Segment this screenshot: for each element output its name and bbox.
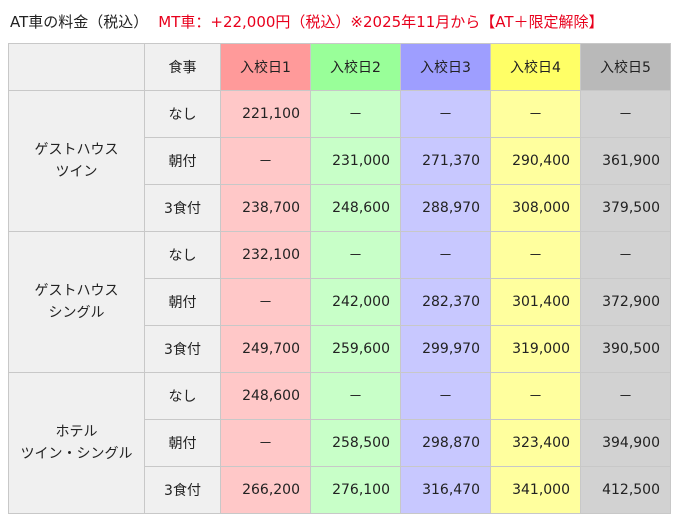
price-cell: － — [580, 90, 671, 138]
meal-column-header: 食事 — [144, 43, 221, 91]
room-type-label-line: ゲストハウス — [34, 283, 119, 299]
price-cell: 412,500 — [580, 466, 671, 514]
day-column-header-1: 入校日1 — [220, 43, 311, 91]
price-cell: 248,600 — [220, 372, 311, 420]
price-cell: 361,900 — [580, 137, 671, 185]
price-cell: － — [490, 372, 581, 420]
price-cell: － — [220, 137, 311, 185]
page-heading: AT車の料金（税込） MT車：+22,000円（税込）※2025年11月から【AT… — [10, 8, 604, 36]
price-cell: 316,470 — [400, 466, 491, 514]
meal-plan-cell: なし — [144, 90, 221, 138]
meal-plan-cell: 朝付 — [144, 137, 221, 185]
price-cell: － — [580, 231, 671, 279]
room-type-label: ゲストハウス ツイン — [8, 90, 145, 232]
price-cell: 266,200 — [220, 466, 311, 514]
room-type-label-line: ホテル — [55, 424, 98, 440]
room-type-label-line: ゲストハウス — [34, 142, 119, 158]
price-cell: 379,500 — [580, 184, 671, 232]
header-row: 食事 入校日1 入校日2 入校日3 入校日4 入校日5 — [8, 43, 671, 91]
price-cell: － — [220, 278, 311, 326]
meal-plan-cell: なし — [144, 231, 221, 279]
price-cell: 323,400 — [490, 419, 581, 467]
price-cell: － — [310, 90, 401, 138]
price-cell: 390,500 — [580, 325, 671, 373]
price-cell: － — [220, 419, 311, 467]
price-cell: － — [490, 231, 581, 279]
price-cell: 282,370 — [400, 278, 491, 326]
price-cell: － — [400, 231, 491, 279]
meal-plan-cell: 朝付 — [144, 419, 221, 467]
meal-plan-cell: 3食付 — [144, 184, 221, 232]
price-cell: 299,970 — [400, 325, 491, 373]
room-type-label-line: ツイン — [55, 164, 98, 180]
price-cell: 290,400 — [490, 137, 581, 185]
price-cell: 298,870 — [400, 419, 491, 467]
day-column-header-2: 入校日2 — [310, 43, 401, 91]
day-column-header-4: 入校日4 — [490, 43, 581, 91]
price-cell: 249,700 — [220, 325, 311, 373]
day-column-header-5: 入校日5 — [580, 43, 671, 91]
price-cell: 276,100 — [310, 466, 401, 514]
table-row: 3食付 249,700 259,600 299,970 319,000 390,500 — [9, 325, 671, 373]
table-row: 朝付－ 231,000 271,370 290,400 361,900 — [9, 137, 671, 185]
price-cell: － — [580, 372, 671, 420]
meal-plan-cell: 3食付 — [144, 466, 221, 514]
price-cell: － — [400, 90, 491, 138]
page-title: AT車の料金（税込） — [10, 13, 149, 31]
table-row: 3食付 238,700 248,600 288,970 308,000 379,500 — [9, 184, 671, 232]
price-cell: 341,000 — [490, 466, 581, 514]
price-cell: 288,970 — [400, 184, 491, 232]
price-cell: 242,000 — [310, 278, 401, 326]
room-type-label: ホテルツイン・シングル — [8, 372, 145, 514]
room-type-label-line: シングル — [48, 305, 105, 321]
room-type-label: ゲストハウス シングル — [8, 231, 145, 373]
room-type-label-line: ツイン・シングル — [20, 446, 133, 462]
price-cell: － — [400, 372, 491, 420]
table-row: ゲストハウス ツイン なし 221,100 －－－－ — [8, 90, 671, 232]
table-row: ゲストハウス シングル なし 232,100 －－－－ — [8, 231, 671, 373]
price-cell: 232,100 — [220, 231, 311, 279]
price-cell: 258,500 — [310, 419, 401, 467]
price-cell: 319,000 — [490, 325, 581, 373]
price-cell: 394,900 — [580, 419, 671, 467]
mt-surcharge-note: MT車：+22,000円（税込）※2025年11月から【AT＋限定解除】 — [158, 13, 604, 31]
price-cell: 271,370 — [400, 137, 491, 185]
corner-cell — [8, 43, 145, 91]
price-cell: 248,600 — [310, 184, 401, 232]
price-cell: 238,700 — [220, 184, 311, 232]
meal-plan-cell: 朝付 — [144, 278, 221, 326]
price-cell: － — [490, 90, 581, 138]
day-column-header-3: 入校日3 — [400, 43, 491, 91]
price-cell: 372,900 — [580, 278, 671, 326]
price-cell: 308,000 — [490, 184, 581, 232]
price-cell: － — [310, 372, 401, 420]
meal-plan-cell: 3食付 — [144, 325, 221, 373]
table-row: 朝付－ 258,500 298,870 323,400 394,900 — [9, 419, 671, 467]
meal-plan-cell: なし — [144, 372, 221, 420]
price-cell: 221,100 — [220, 90, 311, 138]
price-cell: 231,000 — [310, 137, 401, 185]
price-cell: 259,600 — [310, 325, 401, 373]
table-row: 朝付－ 242,000 282,370 301,400 372,900 — [9, 278, 671, 326]
fee-table: 食事 入校日1 入校日2 入校日3 入校日4 入校日5 ゲストハウス ツイン なし 221,100… — [8, 43, 671, 514]
table-row: ホテル ツイン・シングル なし 248,600 －－－－ — [8, 372, 671, 514]
price-cell: 301,400 — [490, 278, 581, 326]
price-cell: － — [310, 231, 401, 279]
table-row: 3食付 266,200 276,100 316,470 341,000 412,500 — [9, 466, 671, 514]
